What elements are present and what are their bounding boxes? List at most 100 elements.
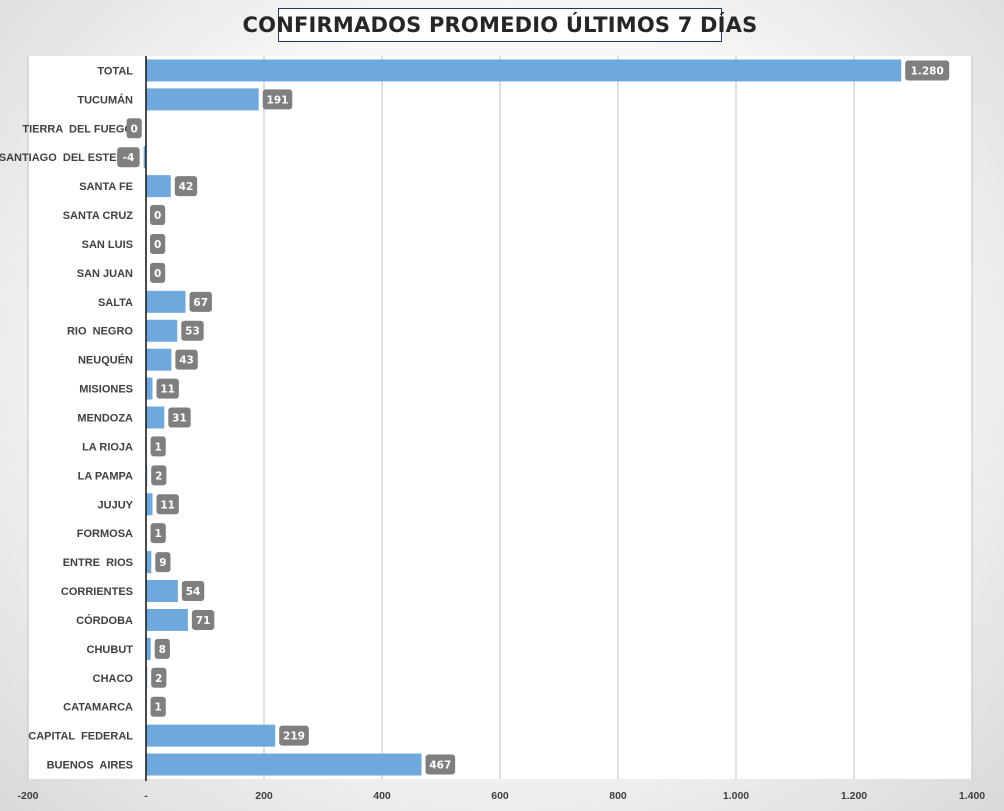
data-label-box	[181, 581, 205, 602]
data-label-box	[191, 609, 215, 630]
category-label: SANTA FE	[79, 181, 133, 193]
data-label-box	[151, 667, 167, 688]
bar	[146, 348, 172, 371]
category-label: SALTA	[98, 297, 133, 309]
data-label-box	[156, 494, 179, 515]
x-tick-label: -200	[17, 790, 38, 802]
category-label: SAN LUIS	[82, 239, 133, 251]
category-label: CHACO	[93, 673, 134, 685]
bar	[146, 608, 188, 631]
bar	[146, 290, 186, 313]
data-label: 54	[186, 586, 201, 598]
category-label: MENDOZA	[77, 413, 133, 425]
x-tick-label: 600	[491, 790, 509, 802]
data-label-box	[279, 725, 309, 746]
bar	[146, 724, 276, 747]
bar	[146, 753, 422, 776]
bar	[146, 319, 178, 342]
data-label-box	[168, 407, 191, 428]
x-tick-label: -	[144, 790, 148, 802]
category-label: LA RIOJA	[82, 441, 133, 453]
x-tick-label: 1.400	[959, 790, 985, 802]
category-label: NEUQUÉN	[78, 354, 133, 367]
data-label: 11	[160, 499, 175, 511]
category-label: CAPITAL FEDERAL	[28, 731, 133, 743]
bar	[146, 175, 171, 198]
data-label-box	[174, 176, 198, 197]
category-label: CÓRDOBA	[76, 614, 133, 627]
data-label: 0	[154, 268, 161, 280]
category-label: CORRIENTES	[61, 586, 133, 598]
data-label: 2	[155, 470, 162, 482]
data-label-box	[150, 696, 166, 717]
category-label: JUJUY	[98, 499, 134, 511]
x-tick-label: 400	[373, 790, 391, 802]
category-label: LA PAMPA	[78, 470, 133, 482]
data-label-box	[151, 465, 167, 486]
data-label: 9	[159, 557, 166, 569]
data-label-box	[262, 89, 293, 110]
data-label: 8	[159, 644, 166, 656]
bar	[146, 59, 902, 82]
category-label: SANTA CRUZ	[63, 210, 134, 222]
data-label-box	[150, 436, 166, 457]
data-label-box	[155, 552, 171, 573]
data-label: 467	[429, 760, 451, 772]
data-label-box	[905, 60, 950, 81]
category-label: MISIONES	[79, 384, 133, 396]
data-label-box	[189, 291, 212, 312]
x-tick-label: 200	[255, 790, 273, 802]
chart-title-box: CONFIRMADOS PROMEDIO ÚLTIMOS 7 DÍAS	[243, 8, 757, 42]
data-label: 1	[155, 528, 162, 540]
category-label: ENTRE RIOS	[63, 557, 133, 569]
category-label: CATAMARCA	[63, 702, 133, 714]
data-label: 11	[160, 384, 175, 396]
data-label: 2	[155, 673, 162, 685]
data-label: -4	[123, 152, 135, 164]
bar	[146, 580, 178, 603]
data-label: 191	[267, 94, 289, 106]
data-label: 31	[172, 413, 187, 425]
data-label: 1	[155, 702, 162, 714]
data-label-box	[154, 638, 170, 659]
data-label-box	[150, 205, 166, 226]
category-label: SANTIAGO DEL ESTERO	[0, 152, 133, 164]
data-label: 219	[283, 731, 305, 743]
data-label: 1.280	[911, 65, 944, 77]
bar	[143, 146, 146, 169]
category-label: TOTAL	[97, 65, 133, 77]
data-label-box	[150, 523, 166, 544]
data-label-box	[126, 118, 142, 139]
chart-title: CONFIRMADOS PROMEDIO ÚLTIMOS 7 DÍAS	[242, 13, 758, 37]
data-label: 1	[155, 441, 162, 453]
category-label: RIO NEGRO	[67, 326, 133, 338]
bar	[146, 637, 151, 660]
data-label: 71	[196, 615, 211, 627]
category-label: FORMOSA	[77, 528, 133, 540]
data-label: 67	[193, 297, 208, 309]
category-label: TIERRA DEL FUEGO	[22, 123, 133, 135]
x-tick-label: 800	[609, 790, 627, 802]
bar	[146, 551, 152, 574]
data-label-box	[150, 233, 166, 254]
category-label: SAN JUAN	[77, 268, 133, 280]
bar	[146, 493, 153, 516]
data-label-box	[150, 262, 166, 283]
category-label: TUCUMÁN	[77, 93, 133, 106]
data-label-box	[175, 349, 198, 370]
data-label-box	[117, 147, 140, 168]
x-tick-label: 1.000	[723, 790, 749, 802]
data-label: 42	[179, 181, 194, 193]
x-tick-label: 1.200	[841, 790, 867, 802]
data-label: 53	[185, 326, 200, 338]
data-label-box	[181, 320, 204, 341]
data-label: 0	[131, 123, 138, 135]
data-label: 0	[154, 210, 161, 222]
data-label: 0	[154, 239, 161, 251]
data-label: 43	[179, 355, 194, 367]
bar	[146, 88, 259, 111]
bar	[146, 377, 153, 400]
category-label: CHUBUT	[87, 644, 134, 656]
category-label: BUENOS AIRES	[47, 760, 133, 772]
